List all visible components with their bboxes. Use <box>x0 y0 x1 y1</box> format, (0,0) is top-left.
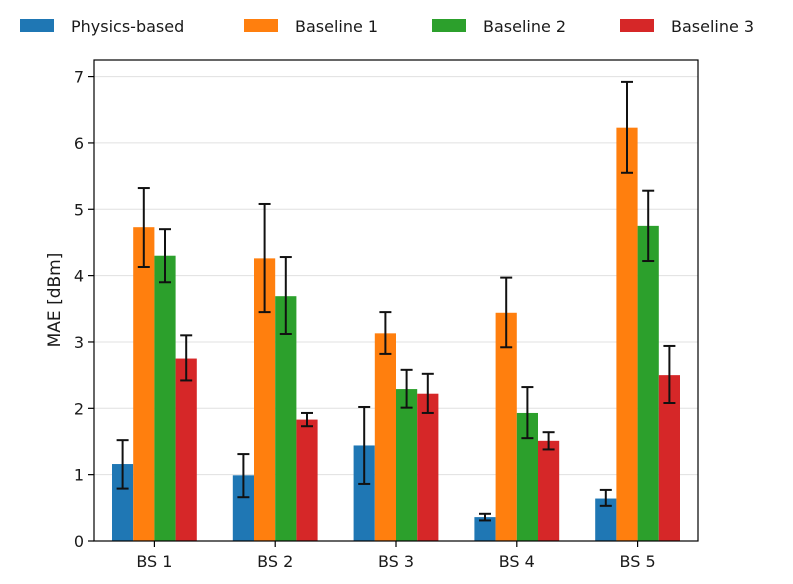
x-tick-label: BS 2 <box>257 552 293 571</box>
y-tick-label: 0 <box>74 532 84 551</box>
legend-swatch <box>432 19 466 32</box>
bar-baseline-3 <box>417 393 439 541</box>
bar-baseline-1 <box>133 227 155 541</box>
x-tick-label: BS 4 <box>499 552 535 571</box>
y-tick-label: 3 <box>74 333 84 352</box>
bar-baseline-3 <box>658 375 680 541</box>
bar-baseline-1 <box>495 312 517 541</box>
bar-physics-based <box>595 498 617 541</box>
error-bars <box>116 80 676 522</box>
legend-label: Baseline 3 <box>671 17 754 36</box>
legend-swatch <box>244 19 278 32</box>
x-tick-label: BS 1 <box>136 552 172 571</box>
y-tick-label: 4 <box>74 267 84 286</box>
y-tick-label: 5 <box>74 200 84 219</box>
y-tick-label: 1 <box>74 466 84 485</box>
y-axis: 0 1 2 3 4 5 6 7 <box>74 68 94 551</box>
legend-swatch <box>620 19 654 32</box>
bar-baseline-3 <box>538 440 560 541</box>
bar-physics-based <box>112 464 134 541</box>
bar-baseline-3 <box>296 419 318 541</box>
bar-baseline-3 <box>175 358 197 541</box>
y-axis-label: MAE [dBm] <box>45 253 65 348</box>
bar-physics-based <box>353 445 375 541</box>
legend-label: Baseline 1 <box>295 17 378 36</box>
bar-baseline-1 <box>254 258 276 541</box>
y-tick-label: 7 <box>74 68 84 87</box>
x-axis: BS 1 BS 2 BS 3 BS 4 BS 5 <box>136 541 656 571</box>
legend-label: Physics-based <box>71 17 184 36</box>
bar-baseline-2 <box>396 389 418 541</box>
legend-swatch <box>20 19 54 32</box>
bars <box>112 127 680 542</box>
bar-baseline-2 <box>637 225 659 542</box>
bar-baseline-2 <box>154 255 176 542</box>
y-tick-label: 2 <box>74 399 84 418</box>
bar-baseline-1 <box>616 127 638 541</box>
x-tick-label: BS 5 <box>620 552 656 571</box>
bar-physics-based <box>474 517 496 541</box>
bar-baseline-2 <box>275 296 297 541</box>
bar-physics-based <box>232 475 254 541</box>
bar-baseline-2 <box>516 412 538 541</box>
bar-baseline-1 <box>374 333 396 541</box>
x-tick-label: BS 3 <box>378 552 414 571</box>
y-tick-label: 6 <box>74 134 84 153</box>
legend: Physics-based Baseline 1 Baseline 2 Baselin… <box>20 17 754 36</box>
legend-label: Baseline 2 <box>483 17 566 36</box>
